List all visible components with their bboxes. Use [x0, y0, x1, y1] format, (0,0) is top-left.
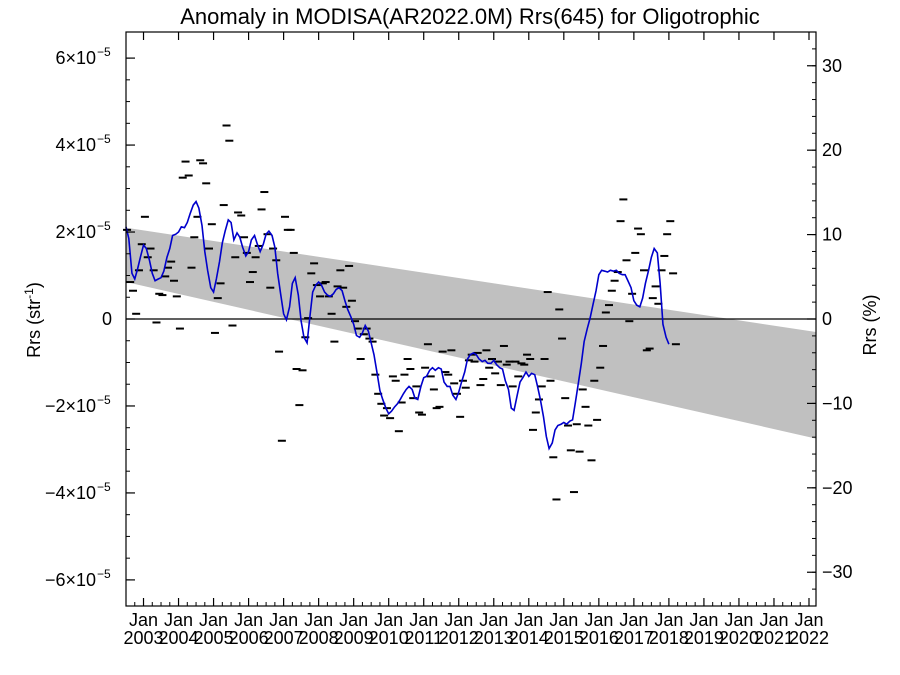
anomaly-series-line: [125, 200, 670, 451]
x-tick-month: Jan: [584, 610, 613, 630]
x-tick-month: Jan: [514, 610, 543, 630]
trend-band: [126, 227, 816, 439]
y2-axis-label: Rrs (%): [860, 295, 880, 356]
x-tick-year: 2022: [789, 628, 829, 648]
x-tick-year: 2018: [649, 628, 689, 648]
x-tick-month: Jan: [304, 610, 333, 630]
x-tick-year: 2019: [684, 628, 724, 648]
x-tick-year: 2009: [334, 628, 374, 648]
y-tick-exponent: −5: [97, 219, 111, 233]
y-tick-exponent: −5: [97, 393, 111, 407]
x-tick-month: Jan: [689, 610, 718, 630]
y2-tick-label: −10: [822, 393, 853, 413]
x-tick-year: 2020: [719, 628, 759, 648]
y-tick-label: 4×10: [55, 135, 96, 155]
left-axis-ticks: 6×10 −54×10 −52×10 −50−2×10 −5−4×10 −5−6×10 −5: [45, 45, 135, 590]
x-tick-month: Jan: [619, 610, 648, 630]
x-tick-month: Jan: [234, 610, 263, 630]
x-tick-year: 2006: [229, 628, 269, 648]
x-tick-month: Jan: [794, 610, 823, 630]
y-tick-label: 0: [102, 309, 112, 329]
x-tick-month: Jan: [654, 610, 683, 630]
x-tick-month: Jan: [374, 610, 403, 630]
x-tick-month: Jan: [479, 610, 508, 630]
y-tick-label: 6×10: [55, 48, 96, 68]
x-tick-year: 2012: [439, 628, 479, 648]
y2-tick-label: 20: [822, 140, 842, 160]
x-tick-month: Jan: [129, 610, 158, 630]
y-tick-label: 2×10: [55, 222, 96, 242]
x-tick-month: Jan: [549, 610, 578, 630]
y-axis-label: Rrs (str-1): [22, 282, 44, 358]
x-tick-month: Jan: [444, 610, 473, 630]
x-tick-year: 2014: [509, 628, 549, 648]
x-tick-month: Jan: [724, 610, 753, 630]
y2-tick-label: 30: [822, 56, 842, 76]
y-tick-exponent: −5: [97, 45, 111, 59]
right-axis-ticks: 30 20 10 0 −10 −20 −30: [807, 48, 853, 590]
x-tick-year: 2016: [579, 628, 619, 648]
y-tick-label: −6×10: [45, 570, 96, 590]
x-tick-year: 2015: [544, 628, 584, 648]
y-tick-label: −4×10: [45, 483, 96, 503]
y-tick-exponent: −5: [97, 480, 111, 494]
y2-tick-label: 10: [822, 225, 842, 245]
x-tick-month: Jan: [409, 610, 438, 630]
x-tick-year: 2003: [123, 628, 163, 648]
y2-tick-label: −20: [822, 478, 853, 498]
chart-title: Anomaly in MODISA(AR2022.0M) Rrs(645) fo…: [180, 4, 760, 29]
trend-band-layer: [126, 227, 816, 439]
x-tick-year: 2013: [474, 628, 514, 648]
y-tick-exponent: −5: [97, 132, 111, 146]
x-axis-ticks: Jan2003Jan2004Jan2005Jan2006Jan2007Jan20…: [123, 32, 829, 648]
y-tick-label: −2×10: [45, 396, 96, 416]
x-tick-year: 2011: [404, 628, 443, 648]
x-tick-month: Jan: [269, 610, 298, 630]
y2-tick-label: −30: [822, 562, 853, 582]
blue-line-layer: [125, 200, 670, 451]
y2-tick-label: 0: [822, 309, 832, 329]
x-tick-year: 2010: [369, 628, 409, 648]
x-tick-month: Jan: [164, 610, 193, 630]
x-tick-month: Jan: [339, 610, 368, 630]
x-tick-month: Jan: [199, 610, 228, 630]
x-tick-year: 2007: [264, 628, 304, 648]
y-tick-exponent: −5: [97, 567, 111, 581]
x-tick-year: 2005: [194, 628, 234, 648]
x-tick-month: Jan: [759, 610, 788, 630]
x-tick-year: 2004: [159, 628, 199, 648]
x-tick-year: 2008: [299, 628, 339, 648]
x-tick-year: 2017: [614, 628, 654, 648]
x-tick-year: 2021: [754, 628, 794, 648]
